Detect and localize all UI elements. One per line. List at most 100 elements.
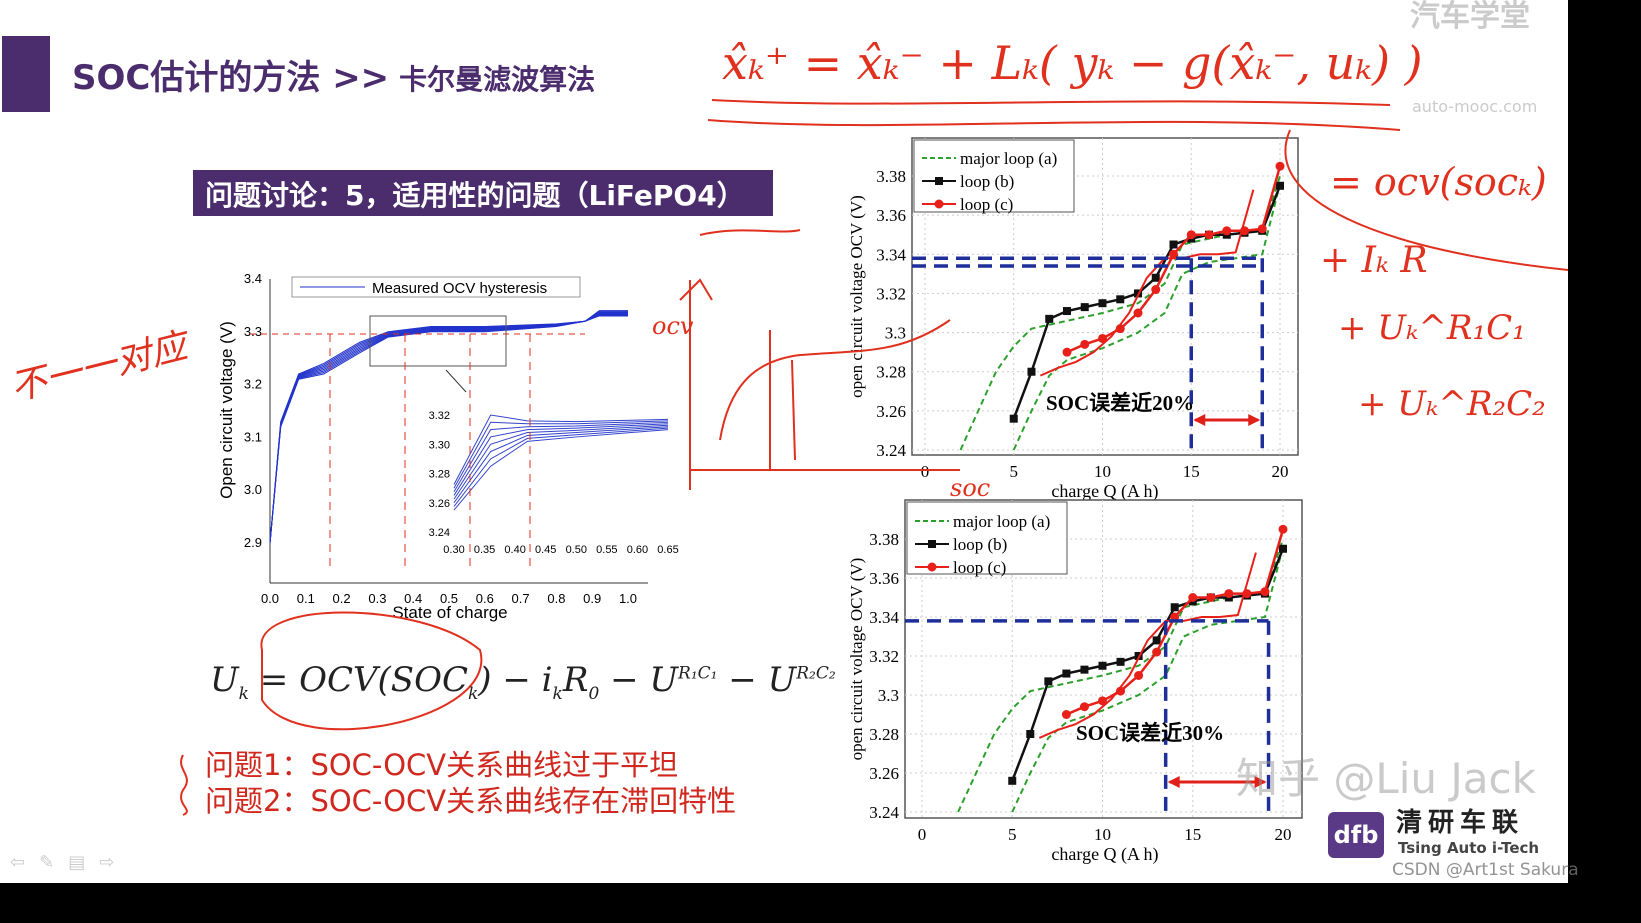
y-tick: 3.3	[878, 686, 899, 705]
loop-b-point	[1116, 295, 1125, 304]
error-arrow-head-right	[1248, 414, 1261, 426]
loop-b-point	[1009, 414, 1018, 423]
handwritten-soc-label: soc	[950, 474, 991, 502]
loop-b-point	[1151, 273, 1160, 282]
problem-1: 问题1：SOC-OCV关系曲线过于平坦	[205, 748, 679, 782]
loop-c-point	[1116, 686, 1126, 696]
soc-error-annotation: SOC误差近20%	[1046, 391, 1194, 415]
loop-c-point	[1278, 524, 1288, 534]
loop-c-point	[1115, 324, 1125, 334]
left-y-tick: 3.3	[244, 324, 262, 339]
handwritten-u2-term: + Uₖ^R₂C₂	[1358, 384, 1546, 424]
handwritten-problem-brace	[180, 754, 188, 816]
loop-b-point	[1152, 636, 1161, 645]
legend-label: major loop (a)	[953, 512, 1050, 531]
watermark-csdn: CSDN @Art1st Sakura	[1392, 860, 1579, 880]
inset-curve	[453, 421, 669, 493]
legend-box	[906, 501, 1068, 575]
handwritten-formula-circle	[260, 611, 483, 731]
legend-label: loop (b)	[960, 172, 1014, 191]
logo-chinese: 清研车联	[1396, 808, 1525, 838]
handwritten-kalman-update: x̂ₖ⁺ = x̂ₖ⁻ + Lₖ( yₖ − g(x̂ₖ⁻, uₖ) )	[722, 36, 1423, 90]
slide-nav[interactable]: ⇦✎▤⇨	[10, 852, 128, 873]
inset-curve	[453, 424, 669, 500]
left-y-tick: 3.1	[244, 429, 262, 444]
left-x-tick: 0.4	[404, 591, 422, 606]
loop-c-point	[1204, 230, 1214, 240]
loop-b-point	[1098, 299, 1107, 308]
zoom-arrow	[445, 369, 467, 393]
left-y-tick: 3.2	[244, 377, 262, 392]
y-tick: 3.26	[869, 764, 899, 783]
menu-icon[interactable]: ▤	[68, 852, 100, 873]
loop-c-point	[1257, 224, 1267, 234]
handwritten-ir-term: + Iₖ R	[1320, 240, 1428, 281]
loop-b-point	[1063, 307, 1071, 316]
handwritten-sketch-curve	[719, 319, 951, 441]
loop-b-point	[1080, 665, 1089, 674]
loop-b-point	[1170, 603, 1179, 612]
x-tick: 20	[1272, 462, 1289, 481]
left-x-label: State of charge	[392, 603, 507, 622]
loop-c-point	[1080, 339, 1090, 349]
series-loop-b	[1012, 185, 1282, 420]
inset-x-tick: 0.40	[504, 544, 525, 556]
prev-icon[interactable]: ⇦	[10, 852, 40, 873]
y-tick: 3.34	[869, 608, 899, 627]
inset-y-tick: 3.24	[429, 527, 450, 539]
handwritten-sketch-dashes	[769, 330, 796, 470]
y-tick: 3.32	[869, 647, 899, 666]
legend-marker	[935, 177, 943, 185]
error-arrow-head-left	[1193, 414, 1206, 426]
inset-curve	[453, 427, 669, 507]
inset-curve	[453, 426, 669, 504]
loop-c-point	[1062, 347, 1072, 357]
loop-c-point	[1151, 285, 1161, 295]
pen-icon[interactable]: ✎	[39, 852, 69, 873]
loop-c-point	[1061, 710, 1071, 719]
loop-c-point	[1133, 308, 1143, 318]
legend-marker	[928, 540, 936, 548]
inset-x-tick: 0.60	[627, 544, 648, 556]
loop-c-point	[1240, 226, 1249, 236]
y-tick: 3.38	[876, 167, 906, 186]
error-arrow-head-right	[1254, 776, 1267, 788]
loop-c-point	[1098, 696, 1107, 706]
y-tick: 3.3	[885, 324, 906, 343]
loop-c-point	[1079, 702, 1089, 712]
title-main: SOC估计的方法	[72, 58, 321, 98]
legend-label: loop (c)	[960, 195, 1013, 214]
next-icon[interactable]: ⇨	[99, 852, 129, 873]
y-tick: 3.38	[869, 530, 899, 549]
left-x-tick: 0.7	[512, 591, 530, 606]
y-tick: 3.28	[876, 363, 906, 382]
x-tick: 10	[1094, 462, 1111, 481]
inset-curve	[453, 414, 669, 485]
x-tick: 0	[918, 825, 927, 844]
inset-y-tick: 3.30	[429, 439, 450, 451]
question-banner: 问题讨论：5，适用性的问题（LiFePO4）	[193, 170, 773, 216]
legend-label: loop (c)	[953, 558, 1006, 577]
series-loop-b	[1011, 548, 1285, 782]
title-sub: 卡尔曼滤波算法	[399, 63, 596, 96]
loop-b-point	[1116, 657, 1125, 666]
y-tick: 3.24	[876, 441, 906, 460]
handwritten-sketch-axes	[679, 278, 960, 490]
series-major-loop-upper	[957, 538, 1284, 813]
handwritten-ocv-label: ocv	[652, 312, 694, 340]
series-major-loop-lower	[1011, 546, 1284, 813]
y-tick: 3.36	[869, 569, 899, 588]
loop-b-point	[1080, 303, 1089, 312]
legend-label: loop (b)	[953, 535, 1007, 554]
legend-marker	[927, 562, 937, 572]
x-tick: 20	[1275, 825, 1292, 844]
x-tick: 15	[1183, 462, 1200, 481]
left-x-tick: 0.8	[547, 591, 565, 606]
left-x-tick: 0.3	[368, 591, 386, 606]
x-tick: 5	[1008, 825, 1017, 844]
handwritten-ocv-term: = ocv(socₖ)	[1330, 160, 1547, 204]
x-axis-label: charge Q (A h)	[1051, 481, 1158, 502]
x-tick: 5	[1010, 462, 1019, 481]
y-tick: 3.34	[876, 245, 906, 264]
loop-c-point	[1169, 249, 1178, 259]
